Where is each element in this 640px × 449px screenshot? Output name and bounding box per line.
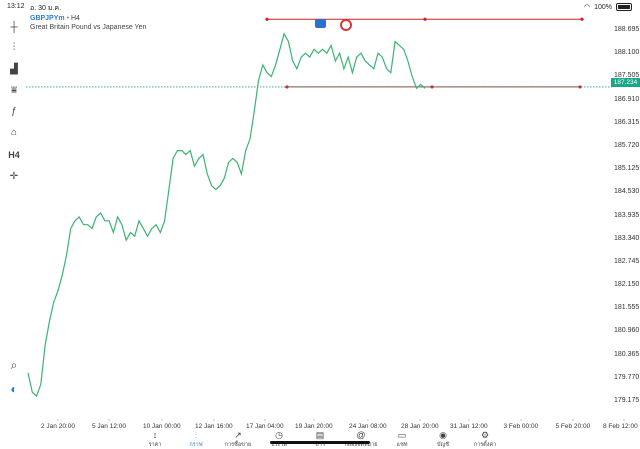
- line-anchor-point[interactable]: [580, 17, 584, 21]
- tab-trade[interactable]: ↗ การซื้อขาย: [218, 430, 258, 449]
- time-tick-label: 5 Feb 20:00: [555, 423, 591, 430]
- tab-chat[interactable]: ▭ แชท: [382, 430, 422, 449]
- tab-label: กล่องจดหมาย: [344, 442, 378, 448]
- tab-account[interactable]: ◉ บัญชี: [423, 430, 463, 449]
- current-price-tag: 187.234: [611, 78, 640, 87]
- tab-label: กราฟ: [189, 442, 203, 448]
- tab-chart[interactable]: ⫶ กราฟ: [176, 430, 216, 449]
- shapes-icon[interactable]: ⌂: [10, 126, 18, 138]
- symbol-description: Great Britain Pound vs Japanese Yen: [30, 24, 147, 31]
- time-tick-label: 5 Jan 12:00: [92, 423, 126, 430]
- status-bar: 13:12 อ. 30 ม.ค. ◠ 100%: [0, 0, 640, 14]
- timeframe-button[interactable]: H4: [8, 150, 20, 160]
- symbol-name: GBPJPYm: [30, 15, 65, 22]
- time-tick-label: 17 Jan 04:00: [246, 423, 284, 430]
- tab-mailbox[interactable]: @ กล่องจดหมาย: [341, 430, 381, 449]
- objects-icon[interactable]: ⩸: [10, 84, 18, 96]
- crosshair-icon[interactable]: ┼: [10, 21, 18, 33]
- account-icon: ◉: [439, 430, 447, 440]
- time-tick-label: 10 Jan 00:00: [143, 423, 181, 430]
- line-anchor-point[interactable]: [578, 85, 582, 89]
- tab-label: การซื้อขาย: [224, 442, 252, 448]
- tab-label: แชท: [396, 442, 408, 448]
- price-tick-label: 180.365: [614, 350, 640, 358]
- symbol-header[interactable]: GBPJPYm • H4: [30, 15, 80, 22]
- tab-news[interactable]: ▤ ข่าว: [300, 430, 340, 449]
- tab-label: ราคา: [148, 442, 162, 448]
- time-tick-label: 2 Jan 20:00: [41, 423, 75, 430]
- price-tick-label: 188.695: [614, 26, 640, 33]
- price-tick-label: 185.720: [614, 141, 640, 149]
- clock: 13:12: [7, 3, 25, 10]
- indicators-icon[interactable]: ▟: [10, 63, 18, 75]
- time-tick-label: 28 Jan 20:00: [401, 423, 439, 430]
- time-tick-label: 3 Feb 00:00: [503, 423, 539, 430]
- settings-icon: ⚙: [480, 430, 490, 440]
- price-tick-label: 188.100: [614, 49, 640, 57]
- tab-label: บัญชี: [437, 442, 449, 448]
- news-icon: ▤: [315, 430, 325, 440]
- trade-badge-icon[interactable]: [315, 19, 326, 28]
- price-tick-label: 179.770: [614, 373, 640, 381]
- status-right: ◠ 100%: [584, 3, 632, 11]
- price-tick-label: 183.340: [614, 234, 640, 242]
- home-indicator: [270, 441, 370, 444]
- price-tick-label: 184.530: [614, 188, 640, 196]
- price-tick-label: 186.910: [614, 95, 640, 103]
- symbol-separator: •: [66, 15, 70, 22]
- symbol-timeframe: H4: [70, 15, 80, 22]
- time-tick-label: 31 Jan 12:00: [450, 423, 488, 430]
- chart-icon: ⫶: [194, 430, 198, 440]
- broker-badge-icon[interactable]: [340, 19, 352, 31]
- price-tick-label: 180.960: [614, 327, 640, 335]
- wifi-icon: ◠: [583, 4, 591, 11]
- chat-icon: ▭: [397, 430, 407, 440]
- function-icon[interactable]: ƒ: [11, 105, 17, 117]
- time-tick-label: 24 Jan 08:00: [349, 423, 387, 430]
- price-tick-label: 181.555: [614, 304, 640, 312]
- line-anchor-point[interactable]: [423, 17, 427, 21]
- chart-type-icon[interactable]: ⫶: [12, 41, 16, 53]
- bottom-tab-bar: ↕ ราคา ⫶ กราฟ ↗ การซื้อขาย ◷ ประวัติ ▤ ข่าว @ กล่อง…: [0, 430, 640, 449]
- time-tick-label: 19 Jan 20:00: [295, 423, 333, 430]
- price-tick-label: 186.315: [614, 118, 640, 126]
- battery-icon: [616, 3, 632, 11]
- price-tick-label: 183.935: [614, 211, 640, 219]
- quotes-icon: ↕: [152, 430, 158, 440]
- date: อ. 30 ม.ค.: [30, 5, 62, 12]
- broker-logo-icon[interactable]: ◐: [10, 382, 18, 396]
- price-tick-label: 179.175: [614, 397, 640, 404]
- price-tick-label: 187.505: [614, 72, 640, 80]
- price-tick-label: 182.745: [614, 257, 640, 265]
- tab-label: ข่าว: [315, 442, 325, 448]
- time-tick-label: 12 Jan 16:00: [195, 423, 233, 430]
- tab-label: การตั้งค่า: [473, 442, 497, 448]
- battery-percent: 100%: [594, 3, 612, 11]
- mailbox-icon: @: [356, 430, 366, 440]
- zoom-search-icon[interactable]: ⌕: [10, 357, 18, 372]
- price-tick-label: 182.150: [614, 281, 640, 289]
- trade-icon: ↗: [234, 430, 242, 440]
- tab-label: ประวัติ: [270, 442, 288, 448]
- tab-quotes[interactable]: ↕ ราคา: [135, 430, 175, 449]
- crosshair-target-icon[interactable]: ✛: [9, 170, 19, 182]
- price-series-line: [27, 32, 426, 398]
- time-tick-label: 8 Feb 12:00: [603, 423, 638, 430]
- line-anchor-point[interactable]: [265, 17, 269, 21]
- price-tick-label: 185.125: [614, 165, 640, 173]
- tab-settings[interactable]: ⚙ การตั้งค่า: [465, 430, 505, 449]
- tab-history[interactable]: ◷ ประวัติ: [259, 430, 299, 449]
- history-icon: ◷: [275, 430, 283, 440]
